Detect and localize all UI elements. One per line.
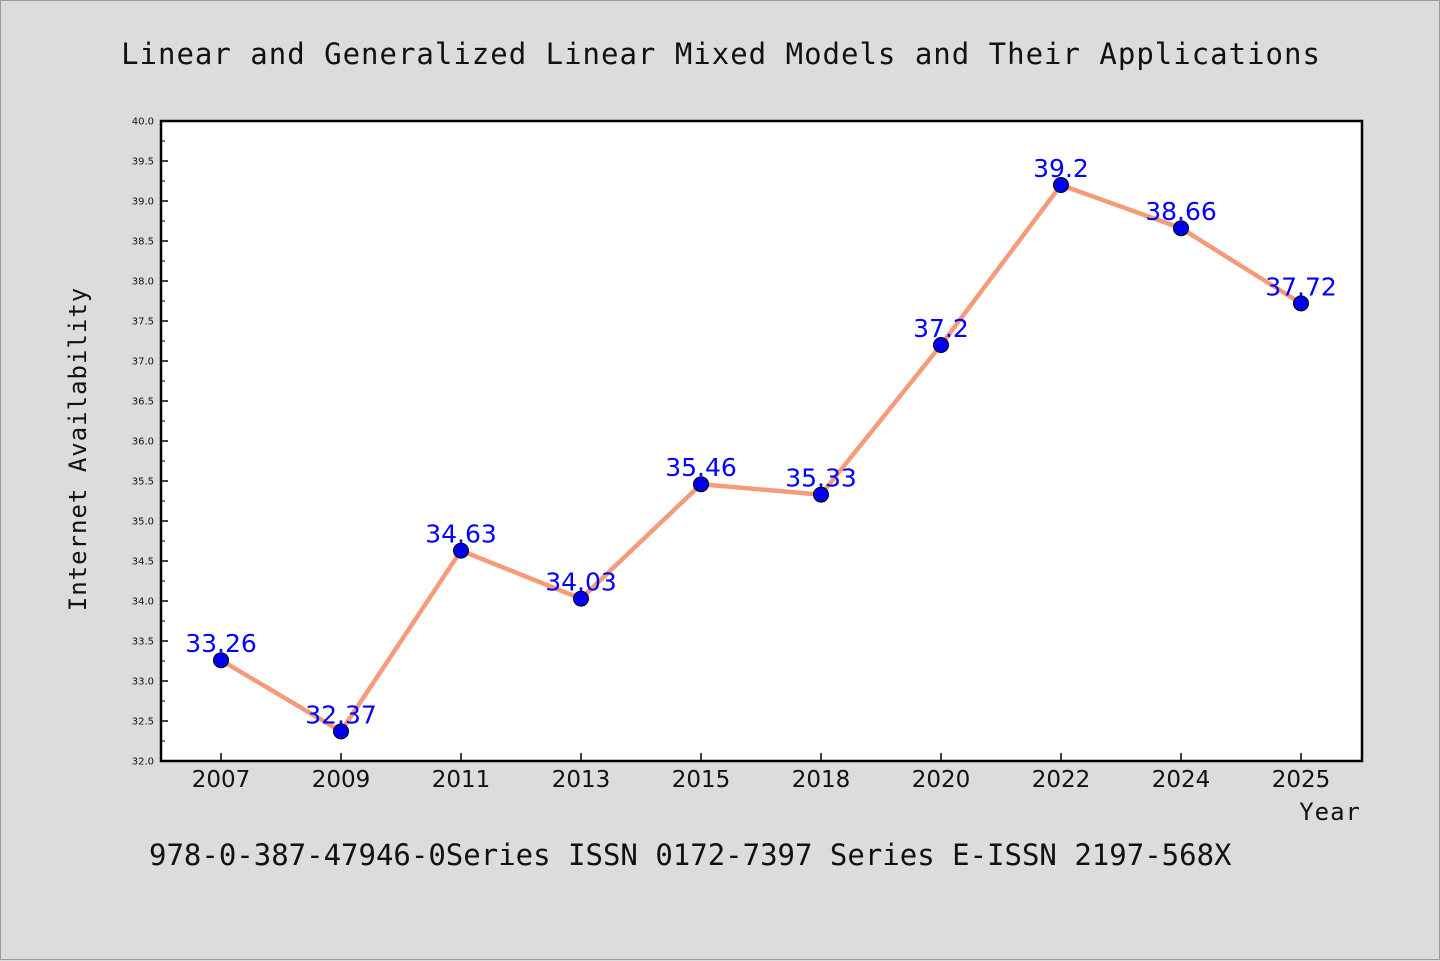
data-label: 38.66 bbox=[1145, 197, 1217, 226]
y-tick-label: 34.5 bbox=[132, 557, 154, 568]
y-tick-label: 40.0 bbox=[132, 117, 154, 128]
x-tick-label: 2009 bbox=[312, 767, 371, 793]
y-tick-label: 33.5 bbox=[132, 637, 154, 648]
x-tick-label: 2020 bbox=[912, 767, 971, 793]
data-label: 34.63 bbox=[425, 520, 497, 549]
y-tick-label: 36.0 bbox=[132, 437, 154, 448]
data-point bbox=[573, 590, 589, 607]
plot-border bbox=[159, 119, 1364, 763]
data-point bbox=[933, 337, 949, 353]
data-label: 32.37 bbox=[305, 700, 377, 729]
data-label: 34.03 bbox=[545, 568, 617, 597]
footer-isbn-text: 978-0-387-47946-0Series ISSN 0172-7397 S… bbox=[149, 838, 1232, 872]
y-tick-label: 38.0 bbox=[132, 277, 154, 288]
data-label: 35.33 bbox=[785, 464, 857, 493]
y-axis-label: Internet Availability bbox=[64, 287, 92, 611]
y-tick-label: 38.5 bbox=[132, 237, 154, 248]
y-tick-label: 34.0 bbox=[132, 597, 154, 608]
x-tick-label: 2007 bbox=[192, 767, 251, 793]
y-tick-label: 39.0 bbox=[132, 197, 154, 208]
data-point bbox=[1053, 177, 1069, 193]
series-line bbox=[219, 182, 1303, 734]
data-point bbox=[453, 542, 469, 559]
data-label: 35.46 bbox=[665, 453, 737, 482]
data-point bbox=[693, 476, 709, 493]
data-labels: 33.26 32.37 34.63 34.03 35.46 35.33 37.2 39.2 38… bbox=[185, 154, 1337, 729]
y-tick-label: 33.0 bbox=[132, 677, 154, 688]
y-tick-label: 36.5 bbox=[132, 397, 154, 408]
data-label: 39.2 bbox=[1033, 154, 1089, 183]
data-point bbox=[333, 723, 349, 740]
x-tick-label: 2022 bbox=[1032, 767, 1091, 793]
x-tick-label: 2011 bbox=[432, 767, 491, 793]
y-tick-label: 32.5 bbox=[132, 717, 154, 728]
y-tick-label: 37.5 bbox=[132, 317, 154, 328]
x-axis-ticks: 2007 2009 2011 2013 2015 2018 2020 2022 2024 2025 bbox=[192, 753, 1331, 793]
data-point bbox=[1173, 220, 1189, 237]
data-label: 33.26 bbox=[185, 629, 257, 658]
x-tick-label: 2013 bbox=[552, 767, 611, 793]
y-tick-label: 35.5 bbox=[132, 477, 154, 488]
chart-title: Linear and Generalized Linear Mixed Mode… bbox=[121, 37, 1321, 71]
y-tick-label: 35.0 bbox=[132, 517, 154, 528]
data-label: 37.72 bbox=[1265, 272, 1337, 301]
x-tick-label: 2018 bbox=[792, 767, 851, 793]
y-tick-label: 39.5 bbox=[132, 157, 154, 168]
data-point bbox=[1293, 295, 1309, 312]
data-point bbox=[213, 652, 229, 669]
plot-area bbox=[161, 121, 1362, 761]
series-markers bbox=[213, 177, 1309, 740]
x-tick-label: 2025 bbox=[1272, 767, 1331, 793]
x-tick-label: 2024 bbox=[1152, 767, 1211, 793]
y-tick-label: 32.0 bbox=[132, 757, 154, 768]
x-axis-label: Year bbox=[1299, 798, 1361, 826]
x-tick-label: 2015 bbox=[672, 767, 731, 793]
y-tick-label: 37.0 bbox=[132, 357, 154, 368]
data-point bbox=[813, 486, 829, 503]
data-label: 37.2 bbox=[913, 314, 969, 343]
